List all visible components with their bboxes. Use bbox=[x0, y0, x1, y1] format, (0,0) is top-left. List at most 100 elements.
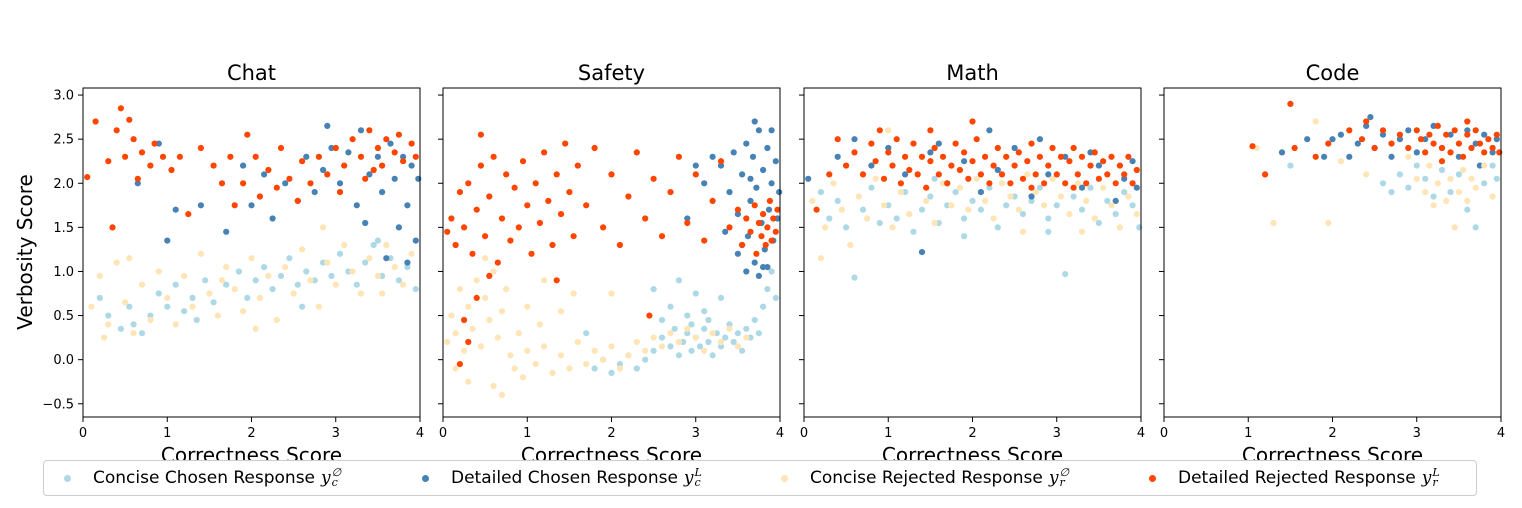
data-point-detailed-rejected bbox=[1083, 180, 1090, 187]
data-point-detailed-chosen bbox=[868, 162, 875, 169]
data-point-detailed-rejected bbox=[965, 175, 972, 182]
data-point-detailed-chosen bbox=[404, 259, 411, 266]
data-point-detailed-rejected bbox=[851, 149, 858, 156]
data-point-detailed-rejected bbox=[1430, 140, 1437, 147]
data-point-concise-rejected bbox=[486, 316, 493, 324]
data-point-concise-rejected bbox=[1057, 193, 1065, 200]
data-point-concise-rejected bbox=[1363, 171, 1370, 178]
data-point-detailed-chosen bbox=[1133, 184, 1140, 191]
data-point-detailed-rejected bbox=[1287, 100, 1294, 107]
data-point-detailed-rejected bbox=[633, 149, 640, 156]
data-point-concise-rejected bbox=[557, 308, 565, 315]
data-point-detailed-chosen bbox=[1321, 153, 1328, 160]
data-point-concise-rejected bbox=[692, 334, 699, 341]
data-point-detailed-rejected bbox=[1045, 162, 1052, 169]
data-point-detailed-chosen bbox=[1011, 144, 1018, 152]
data-point-concise-rejected bbox=[1312, 118, 1319, 125]
data-point-concise-rejected bbox=[549, 369, 556, 376]
data-point-concise-rejected bbox=[465, 303, 472, 310]
data-point-detailed-rejected bbox=[1078, 153, 1086, 160]
data-point-detailed-chosen bbox=[1493, 136, 1500, 143]
data-point-concise-chosen bbox=[117, 325, 124, 332]
x-tick-label: 2 bbox=[607, 426, 615, 441]
data-point-concise-rejected bbox=[847, 241, 854, 249]
data-point-detailed-rejected bbox=[1489, 144, 1496, 152]
data-point-detailed-chosen bbox=[709, 153, 716, 160]
data-point-detailed-rejected bbox=[646, 312, 653, 319]
data-point-concise-chosen bbox=[294, 281, 301, 288]
data-point-concise-chosen bbox=[730, 338, 737, 346]
data-point-detailed-rejected bbox=[982, 153, 989, 160]
data-point-detailed-rejected bbox=[734, 206, 742, 213]
data-point-detailed-rejected bbox=[379, 162, 386, 169]
data-point-detailed-rejected bbox=[1464, 131, 1471, 138]
data-point-concise-chosen bbox=[927, 193, 934, 200]
data-point-concise-chosen bbox=[717, 294, 725, 301]
data-point-concise-rejected bbox=[498, 308, 506, 315]
data-point-concise-rejected bbox=[625, 352, 632, 359]
data-point-concise-chosen bbox=[650, 347, 657, 354]
data-point-concise-chosen bbox=[709, 352, 716, 359]
data-point-concise-chosen bbox=[164, 303, 171, 310]
data-point-concise-rejected bbox=[206, 290, 213, 297]
data-point-detailed-rejected bbox=[1125, 153, 1132, 160]
data-point-concise-chosen bbox=[412, 286, 419, 293]
data-point-detailed-rejected bbox=[126, 116, 133, 123]
x-tick-label: 4 bbox=[1497, 426, 1505, 441]
panel-title: Chat bbox=[227, 61, 276, 85]
data-point-concise-rejected bbox=[1481, 162, 1488, 169]
legend-symbol-sub: c bbox=[694, 476, 701, 490]
data-point-detailed-rejected bbox=[465, 338, 472, 346]
data-point-concise-rejected bbox=[734, 343, 742, 350]
data-point-concise-rejected bbox=[1108, 202, 1115, 209]
data-point-detailed-chosen bbox=[739, 171, 746, 178]
data-point-detailed-chosen bbox=[366, 171, 373, 178]
data-point-detailed-rejected bbox=[902, 153, 909, 160]
data-point-detailed-chosen bbox=[994, 166, 1001, 174]
data-point-concise-chosen bbox=[826, 215, 833, 222]
data-point-concise-chosen bbox=[764, 286, 771, 293]
data-point-concise-rejected bbox=[872, 175, 879, 182]
data-point-detailed-rejected bbox=[383, 136, 390, 143]
legend: Concise Chosen Response y ∅ c Detailed Cho… bbox=[43, 460, 1477, 496]
data-point-detailed-chosen bbox=[362, 219, 369, 227]
data-point-detailed-rejected bbox=[935, 171, 942, 178]
data-point-concise-rejected bbox=[1015, 206, 1022, 213]
data-point-detailed-rejected bbox=[1388, 140, 1395, 147]
data-point-detailed-rejected bbox=[583, 202, 590, 209]
data-point-concise-rejected bbox=[1091, 215, 1098, 222]
data-point-detailed-chosen bbox=[747, 175, 754, 182]
data-point-detailed-rejected bbox=[753, 250, 760, 257]
data-point-concise-chosen bbox=[362, 259, 369, 266]
data-point-concise-chosen bbox=[616, 361, 624, 368]
data-point-concise-chosen bbox=[1455, 171, 1462, 178]
data-point-detailed-chosen bbox=[805, 175, 812, 182]
data-point-concise-rejected bbox=[998, 180, 1006, 187]
data-point-detailed-rejected bbox=[324, 171, 331, 178]
data-point-detailed-rejected bbox=[122, 153, 129, 160]
data-point-concise-chosen bbox=[701, 325, 708, 332]
data-point-detailed-rejected bbox=[764, 224, 771, 231]
data-point-detailed-chosen bbox=[395, 224, 402, 231]
data-point-detailed-chosen bbox=[726, 189, 733, 196]
data-point-concise-chosen bbox=[961, 233, 968, 240]
data-point-detailed-chosen bbox=[1329, 136, 1336, 143]
data-point-concise-chosen bbox=[1045, 228, 1052, 235]
legend-symbol-sup: L bbox=[694, 466, 702, 480]
x-tick-label: 0 bbox=[79, 426, 87, 441]
data-point-concise-rejected bbox=[218, 277, 226, 284]
data-point-detailed-chosen bbox=[404, 202, 411, 209]
legend-symbol-sup: ∅ bbox=[331, 466, 342, 480]
data-point-concise-rejected bbox=[473, 277, 480, 284]
data-point-concise-rejected bbox=[1430, 202, 1437, 209]
data-point-concise-chosen bbox=[189, 294, 196, 301]
data-point-detailed-rejected bbox=[1112, 180, 1119, 187]
data-point-detailed-rejected bbox=[923, 184, 930, 191]
data-point-detailed-rejected bbox=[751, 202, 758, 209]
data-point-concise-chosen bbox=[235, 268, 242, 275]
data-point-detailed-rejected bbox=[176, 153, 183, 160]
data-point-concise-rejected bbox=[557, 352, 565, 359]
data-point-detailed-chosen bbox=[1405, 127, 1412, 134]
data-point-concise-rejected bbox=[164, 294, 171, 301]
data-point-concise-chosen bbox=[994, 224, 1001, 231]
